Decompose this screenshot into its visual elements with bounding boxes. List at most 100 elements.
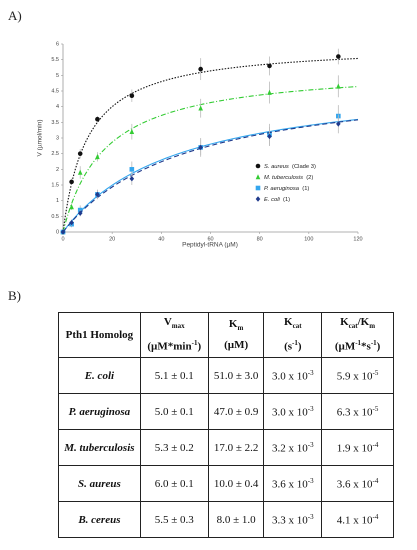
cell-text: 17.0 ± 2.2 (213, 441, 259, 454)
cell-text: -5 (372, 368, 379, 377)
header-cell: Kcat (s-1) (263, 312, 323, 358)
cell-text: m (237, 324, 244, 333)
cell-text: Pth1 Homolog (65, 328, 134, 341)
cell-text: 10.0 ± 0.4 (213, 477, 259, 490)
cell-text: ) (197, 340, 202, 353)
cell-text: 4.1 x 10 (336, 514, 373, 527)
y-tick-label: 0.5 (51, 214, 59, 220)
point (95, 154, 100, 160)
table-cell: 51.0 ± 3.0 (207, 357, 265, 394)
table-row: E. coli 5.1 ± 0.1 51.0 ± 3.0 3.0 x 10-3 5.9 … (58, 357, 394, 394)
cell-text: 3.0 x 10 (272, 406, 308, 419)
cell-text: P. aeruginosa (68, 405, 131, 418)
cell-text: -3 (307, 512, 314, 521)
y-tick-label: 6 (56, 41, 59, 47)
point (77, 210, 83, 216)
point (336, 121, 341, 127)
table-cell: 3.3 x 10-3 (263, 501, 323, 538)
header-cell: Vmax (µM*min-1) (139, 312, 209, 358)
table-cell: S. aureus (58, 465, 141, 502)
header-line: Kcat (266, 314, 319, 335)
legend-name: E. coli (264, 197, 280, 203)
y-tick-label: 5 (56, 73, 59, 79)
cell-text: K (228, 317, 238, 330)
cell-text: 6.0 ± 0.1 (154, 477, 194, 490)
y-tick-label: 3.5 (51, 120, 59, 126)
point (336, 54, 341, 59)
cell-text: K (284, 316, 293, 329)
table-cell: 6.3 x 10-5 (321, 393, 394, 430)
cell-text: max (171, 322, 185, 331)
cell-text: cat (292, 322, 302, 331)
y-tick-label: 3 (56, 135, 59, 141)
table-cell: 4.1 x 10-4 (321, 501, 394, 538)
legend-note: (1) (283, 197, 290, 203)
point (129, 128, 135, 135)
point (198, 144, 203, 151)
legend-label: P. aeruginosa (1) (264, 186, 309, 192)
table-cell: 6.0 ± 0.1 (139, 465, 209, 502)
table-cell: E. coli (58, 357, 141, 394)
header-cell: Pth1 Homolog (58, 312, 141, 358)
legend-entry: M. tuberculosis (2) (255, 174, 313, 181)
x-tick-label: 0 (61, 236, 64, 242)
cell-text: 47.0 ± 0.9 (213, 405, 259, 418)
point (77, 151, 83, 156)
y-tick-label: 0 (56, 229, 59, 235)
cell-text: 5.3 ± 0.2 (154, 441, 194, 454)
table-cell: 47.0 ± 0.9 (207, 393, 265, 430)
cell-text: 5.1 ± 0.1 (154, 369, 194, 382)
point (129, 167, 135, 172)
x-tick-label: 60 (207, 236, 213, 242)
table-cell: 3.0 x 10-3 (263, 393, 323, 430)
table-cell: 5.5 ± 0.3 (139, 501, 209, 538)
table-cell: 10.0 ± 0.4 (207, 465, 265, 502)
header-line: Km (211, 316, 262, 337)
header-line: Pth1 Homolog (61, 327, 138, 344)
header-line: (µM) (211, 337, 262, 354)
cell-text: -3 (307, 440, 314, 449)
legend-name: M. tuberculosis (264, 175, 303, 181)
legend-label: S. aureus (Clade 3) (264, 164, 316, 170)
table-cell: P. aeruginosa (58, 393, 141, 430)
cell-text: -4 (372, 440, 379, 449)
point (95, 116, 100, 122)
legend-note: (Clade 3) (292, 164, 316, 170)
table-row: B. cereus 5.5 ± 0.3 8.0 ± 1.0 3.3 x 10-3 4.1… (58, 501, 394, 538)
cell-text: V (163, 316, 172, 329)
table-cell: 5.9 x 10-5 (321, 357, 394, 394)
cell-text: B. cereus (78, 513, 121, 526)
header-line: (µM*min-1) (143, 335, 206, 356)
cell-text: 3.6 x 10 (272, 478, 308, 491)
point (255, 196, 261, 202)
x-tick-label: 120 (353, 236, 362, 242)
chart: Peptidyl-tRNA (µM) V (µmol/min) 0 0.5 1 1.5… (37, 41, 363, 248)
cell-text: /K (357, 316, 370, 329)
cell-text: 51.0 ± 3.0 (213, 369, 259, 382)
table-cell: 1.9 x 10-4 (321, 429, 394, 466)
table-cell: 17.0 ± 2.2 (207, 429, 265, 466)
table-cell: 5.0 ± 0.1 (139, 393, 209, 430)
legend-label: M. tuberculosis (2) (264, 175, 313, 181)
table-row: M. tuberculosis 5.3 ± 0.2 17.0 ± 2.2 3.2 x … (58, 429, 394, 466)
point (60, 229, 66, 235)
fit-curve (62, 85, 359, 233)
legend-name: P. aeruginosa (264, 186, 300, 192)
cell-text: ) (376, 340, 381, 353)
table-row: S. aureus 6.0 ± 0.1 10.0 ± 0.4 3.6 x 10-3 3.… (58, 465, 394, 502)
cell-text: (µM (334, 340, 356, 353)
point (129, 93, 135, 98)
cell-text: cat (348, 322, 358, 331)
y-tick-label: 2 (56, 167, 59, 173)
fit-curve (62, 118, 359, 233)
cell-text: 5.9 x 10 (336, 370, 373, 383)
point (69, 219, 74, 226)
cell-text: M. tuberculosis (64, 441, 135, 454)
point (129, 176, 135, 182)
cell-text: -1 (355, 339, 362, 348)
legend-label: E. coli (1) (264, 197, 290, 203)
cell-text: 3.0 x 10 (272, 370, 308, 383)
table-cell: 3.0 x 10-3 (263, 357, 323, 394)
y-tick-label: 2.5 (51, 151, 59, 157)
